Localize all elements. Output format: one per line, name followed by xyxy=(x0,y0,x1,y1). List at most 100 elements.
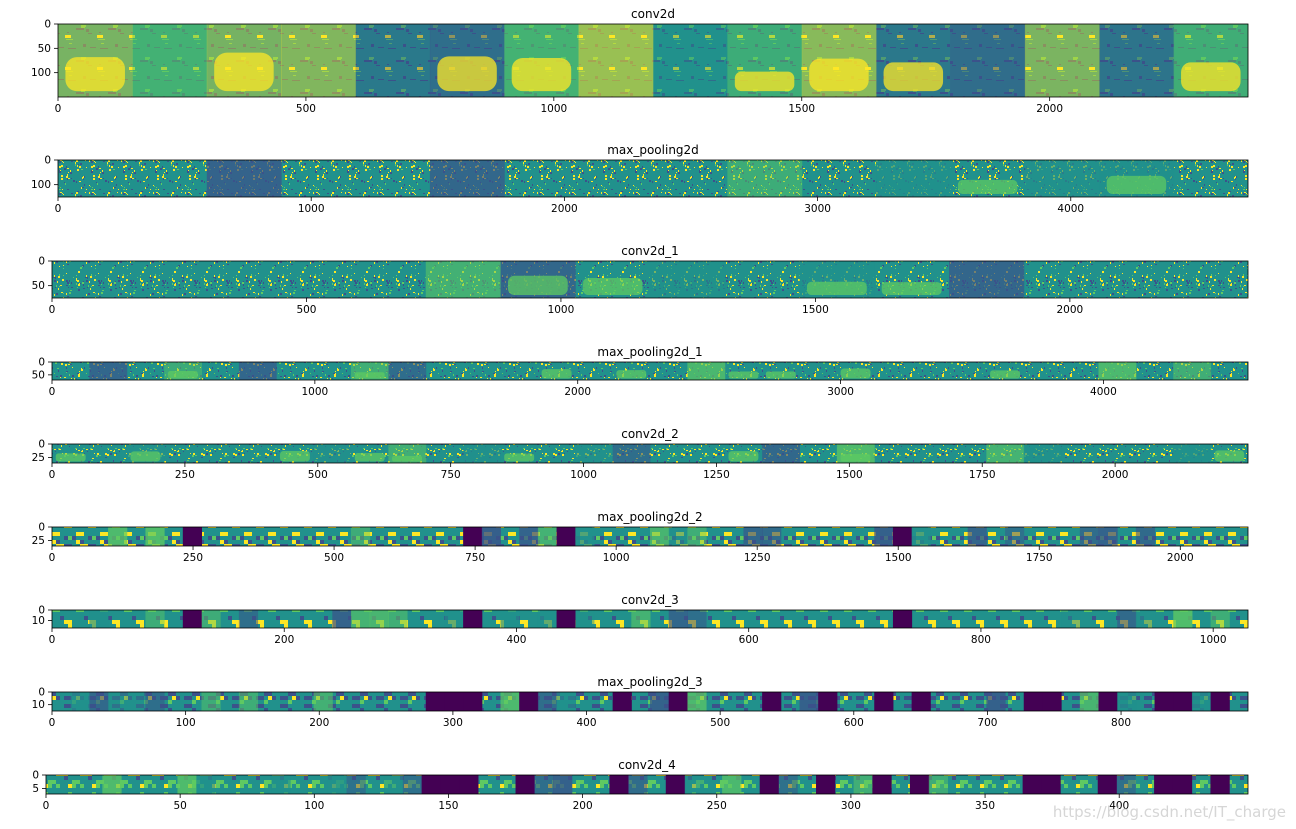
feature-map-channel xyxy=(402,775,423,794)
feature-map-channel xyxy=(653,24,728,97)
y-tick-label: 25 xyxy=(32,535,45,547)
feature-map-channel xyxy=(108,527,128,546)
feature-map-channel xyxy=(327,775,347,794)
feature-map-dead-channel xyxy=(762,692,782,711)
y-tick-label: 100 xyxy=(31,179,51,191)
x-tick-label: 1750 xyxy=(969,469,996,481)
axes-frame xyxy=(51,609,1249,629)
feature-map-activation xyxy=(728,451,759,462)
axes-frame xyxy=(51,443,1249,464)
x-tick-label: 1750 xyxy=(1026,552,1053,564)
feature-map-channel xyxy=(313,444,352,463)
axes-frame xyxy=(51,260,1249,299)
feature-map-channel xyxy=(369,610,389,628)
feature-map-channel xyxy=(687,610,707,628)
subplot-title: conv2d_1 xyxy=(621,244,679,258)
feature-map-activation xyxy=(809,58,869,92)
x-tick-label: 600 xyxy=(739,634,759,646)
feature-map-channel xyxy=(346,775,366,794)
x-tick-label: 750 xyxy=(441,469,461,481)
feature-map-channel xyxy=(70,692,90,711)
feature-map-channel xyxy=(1023,444,1062,463)
feature-map-channel xyxy=(553,775,573,794)
feature-map-dead-channel xyxy=(1022,775,1042,794)
feature-map-activation xyxy=(130,451,161,462)
y-tick-label: 0 xyxy=(38,439,45,451)
x-tick-label: 2000 xyxy=(564,386,591,398)
y-tick-label: 10 xyxy=(32,699,45,711)
x-tick-label: 400 xyxy=(577,717,597,729)
feature-map-channel xyxy=(762,444,800,463)
feature-map-activation xyxy=(881,282,942,296)
feature-map-dead-channel xyxy=(515,775,535,794)
feature-map-dead-channel xyxy=(911,692,931,711)
feature-map-activation xyxy=(990,370,1021,379)
y-tick-label: 100 xyxy=(31,67,51,79)
x-tick-label: 0 xyxy=(49,469,56,481)
x-tick-label: 200 xyxy=(309,717,329,729)
feature-map-dead-channel xyxy=(1098,692,1118,711)
feature-map-channel xyxy=(722,775,742,794)
feature-map-channel xyxy=(89,362,128,380)
feature-map-channel xyxy=(1116,775,1136,794)
x-tick-label: 100 xyxy=(176,717,196,729)
feature-map-channel xyxy=(145,692,165,711)
feature-map-dead-channel xyxy=(892,610,913,628)
watermark-text: https://blog.csdn.net/IT_charge xyxy=(1052,803,1286,821)
feature-map-dead-channel xyxy=(909,775,930,794)
feature-map-dead-channel xyxy=(816,775,836,794)
feature-map-activation xyxy=(504,453,535,462)
subplot-title: conv2d_3 xyxy=(621,593,679,607)
feature-map-activation xyxy=(1181,62,1241,92)
x-tick-label: 200 xyxy=(274,634,294,646)
x-tick-label: 150 xyxy=(438,800,458,812)
feature-map-channel xyxy=(1098,362,1137,380)
x-tick-label: 1000 xyxy=(548,304,575,316)
feature-map-activation xyxy=(55,453,86,462)
feature-map-background xyxy=(52,362,1248,380)
x-tick-label: 2000 xyxy=(551,203,578,215)
feature-map-activation xyxy=(582,277,643,296)
subplot-title: max_pooling2d xyxy=(607,143,699,157)
feature-map-dead-channel xyxy=(463,610,483,628)
x-tick-label: 0 xyxy=(49,634,56,646)
x-tick-label: 600 xyxy=(844,717,864,729)
feature-map-dead-channel xyxy=(463,692,483,711)
x-tick-label: 800 xyxy=(1111,717,1131,729)
subplot-conv2d-1: conv2d_1 0 500 1000 1500 2000 0 50 xyxy=(32,244,1249,316)
y-tick-label: 0 xyxy=(38,687,45,699)
subplot-title: conv2d_2 xyxy=(621,427,679,441)
feature-map-channel xyxy=(126,692,146,711)
feature-map-activation xyxy=(167,371,198,379)
x-tick-label: 50 xyxy=(173,800,186,812)
feature-map-activation xyxy=(214,52,274,92)
axes-frame xyxy=(51,691,1249,712)
axes-frame xyxy=(57,159,1249,198)
feature-map-activation xyxy=(392,455,423,462)
x-tick-label: 1000 xyxy=(298,203,325,215)
feature-map-dead-channel xyxy=(425,692,445,711)
feature-map-dead-channel xyxy=(440,775,460,794)
subplot-max-pooling2d: max_pooling2d 0 1000 2000 3000 4000 0 100 xyxy=(31,143,1249,215)
feature-map-dead-channel xyxy=(1097,775,1118,794)
feature-map-channel xyxy=(1061,610,1081,628)
x-tick-label: 0 xyxy=(49,304,56,316)
feature-map-channel xyxy=(911,527,931,546)
feature-map-channel xyxy=(1079,527,1099,546)
feature-map-image xyxy=(58,24,1249,97)
feature-map-activation xyxy=(354,372,385,379)
feature-map-channel xyxy=(429,160,505,197)
feature-map-channel xyxy=(537,527,558,546)
x-tick-label: 2000 xyxy=(1102,469,1129,481)
x-tick-label: 1000 xyxy=(570,469,597,481)
x-tick-label: 500 xyxy=(296,103,316,115)
subplot-max-pooling2d-2: max_pooling2d_20 250 500 750 1000 1250 1500 175… xyxy=(32,510,1249,564)
x-tick-label: 200 xyxy=(573,800,593,812)
feature-map-dead-channel xyxy=(759,775,779,794)
feature-map-activation xyxy=(541,369,572,379)
feature-map-channel xyxy=(355,24,431,97)
axes-frame xyxy=(51,526,1249,547)
feature-map-dead-channel xyxy=(609,775,629,794)
axes-frame xyxy=(51,361,1249,381)
